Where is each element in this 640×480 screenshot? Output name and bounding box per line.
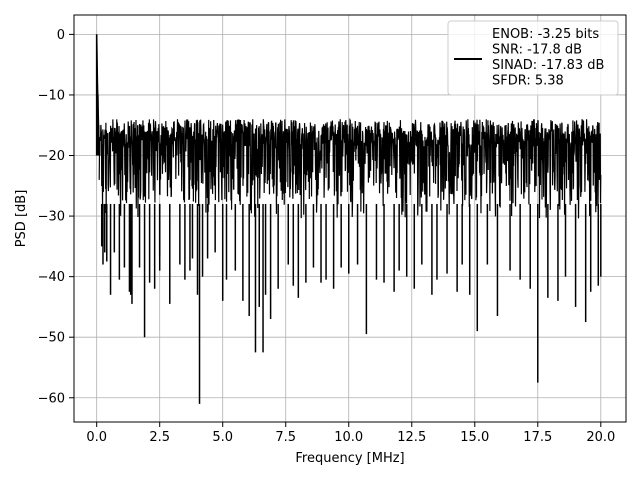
psd-noise-trace — [98, 117, 602, 219]
x-axis-label: Frequency [MHz] — [295, 451, 404, 466]
x-tick-label: 5.0 — [212, 430, 233, 445]
x-tick-label: 0.0 — [86, 430, 107, 445]
y-tick-label: −50 — [38, 331, 65, 346]
x-tick-label: 17.5 — [523, 430, 552, 445]
x-tick-label: 2.5 — [149, 430, 170, 445]
legend-enob: ENOB: -3.25 bits — [492, 27, 599, 42]
y-tick-label: −10 — [38, 88, 65, 103]
legend-sinad: SINAD: -17.83 dB — [492, 58, 604, 73]
x-tick-label: 7.5 — [275, 430, 296, 445]
y-tick-label: −20 — [38, 149, 65, 164]
y-axis-label: PSD [dB] — [14, 190, 29, 248]
legend-box — [447, 20, 619, 96]
trace-group — [95, 34, 602, 404]
x-tick-label: 10.0 — [334, 430, 363, 445]
x-tick-label: 20.0 — [586, 430, 615, 445]
y-tick-label: −30 — [38, 210, 65, 225]
legend-snr: SNR: -17.8 dB — [492, 43, 582, 58]
x-tick-label: 12.5 — [397, 430, 426, 445]
legend: ENOB: -3.25 bits SNR: -17.8 dB SINAD: -1… — [447, 20, 619, 96]
plot-area — [95, 34, 602, 404]
y-tick-label: −60 — [38, 391, 65, 406]
x-tick-label: 15.0 — [460, 430, 489, 445]
legend-sfdr: SFDR: 5.38 — [492, 74, 564, 89]
y-tick-label: −40 — [38, 270, 65, 285]
ticks: 0.0 2.5 5.0 7.5 10.0 12.5 15.0 17.5 20.0 0 −10 −20 −… — [38, 28, 616, 445]
y-tick-label: 0 — [57, 28, 65, 43]
dc-peak — [95, 34, 100, 156]
axes-frame — [73, 14, 627, 423]
